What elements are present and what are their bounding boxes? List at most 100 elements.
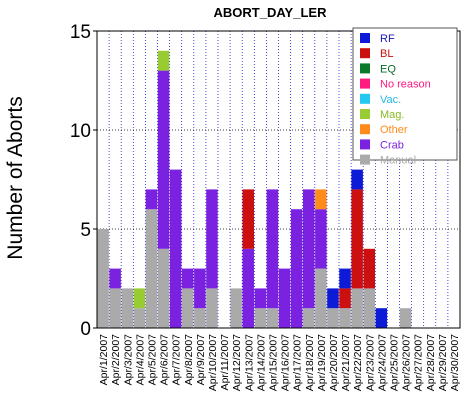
legend-swatch [360, 139, 370, 150]
x-tick-label: Apr/21/2007 [340, 334, 352, 391]
bar-mag [157, 50, 170, 71]
bar-crab [303, 189, 315, 309]
legend-label: BL [380, 48, 393, 60]
legend-swatch [360, 33, 370, 43]
bar-rf [351, 169, 363, 190]
bar-manual [363, 288, 375, 328]
y-tick-label: 10 [70, 121, 91, 142]
bar-bl [351, 189, 363, 289]
x-axis-ticks: Apr/1/2007 Apr/2/2007 Apr/3/2007 Apr/4/2007… [98, 334, 461, 391]
bar-crab [145, 189, 158, 210]
bar-manual [303, 308, 315, 328]
bar-manual [194, 308, 206, 328]
x-tick-label: Apr/28/2007 [425, 334, 437, 391]
bar-crab [254, 288, 267, 309]
bar-crab [278, 268, 291, 328]
x-tick-label: Apr/17/2007 [292, 334, 304, 391]
bar-crab [182, 268, 194, 289]
x-tick-label: Apr/4/2007 [134, 334, 146, 386]
legend-swatch [360, 93, 370, 104]
legend-label: EQ [380, 63, 396, 75]
bar-rf [375, 308, 388, 328]
legend-swatch [360, 78, 370, 89]
x-tick-label: Apr/12/2007 [231, 334, 243, 391]
bar-manual [206, 288, 218, 328]
x-tick-label: Apr/9/2007 [195, 334, 207, 386]
plot-frame [96, 30, 461, 329]
x-tick-label: Apr/1/2007 [98, 334, 110, 386]
y-tick-label: 0 [80, 319, 91, 340]
x-tick-label: Apr/15/2007 [267, 334, 279, 391]
bar-manual [266, 308, 279, 328]
grid-lines [96, 31, 461, 328]
bar-crab [290, 209, 303, 328]
x-tick-label: Apr/23/2007 [364, 334, 376, 391]
y-axis-label: Number of Aborts [4, 96, 27, 259]
y-tick-label: 5 [80, 220, 91, 241]
bar-manual [351, 288, 363, 328]
x-tick-label: Apr/5/2007 [146, 334, 158, 386]
bar-manual [145, 209, 158, 328]
x-tick-label: Apr/7/2007 [171, 334, 183, 386]
legend-label: No reason [380, 79, 431, 91]
bar-other [315, 189, 327, 210]
chart-title: ABORT_DAY_LER [214, 5, 328, 20]
legend-label: Vac. [380, 94, 401, 106]
bar-manual [109, 288, 121, 328]
legend-box [352, 27, 458, 161]
bar-mag [133, 288, 146, 309]
y-tick-label: 15 [70, 22, 91, 43]
x-tick-label: Apr/25/2007 [388, 334, 400, 391]
bar-manual [254, 308, 267, 328]
x-tick-label: Apr/13/2007 [243, 334, 255, 391]
x-tick-label: Apr/10/2007 [207, 334, 219, 391]
bar-crab [206, 189, 218, 289]
x-tick-label: Apr/26/2007 [401, 334, 413, 391]
legend-label: Other [380, 124, 408, 136]
bar-crab [194, 268, 206, 309]
bar-manual [133, 308, 146, 328]
bar-manual [230, 288, 242, 328]
legend-swatch [360, 109, 370, 119]
bar-bl [242, 189, 254, 249]
legend-swatch [360, 63, 370, 74]
x-tick-label: Apr/30/2007 [449, 334, 461, 391]
bar-stacks [97, 50, 412, 328]
x-tick-label: Apr/19/2007 [316, 334, 328, 391]
bar-manual [315, 268, 327, 328]
legend-label: Crab [380, 139, 404, 151]
bar-rf [327, 288, 339, 309]
bar-crab [157, 70, 170, 249]
bar-manual [157, 248, 170, 328]
bar-crab [266, 189, 279, 309]
x-tick-label: Apr/6/2007 [159, 334, 171, 386]
x-tick-label: Apr/16/2007 [280, 334, 292, 391]
bar-crab [109, 268, 121, 289]
x-tick-label: Apr/24/2007 [376, 334, 388, 391]
legend-label: Manual [380, 155, 416, 167]
x-tick-label: Apr/14/2007 [255, 334, 267, 391]
bar-manual [121, 288, 133, 328]
x-tick-label: Apr/11/2007 [219, 334, 231, 391]
legend-swatch [360, 48, 370, 59]
x-tick-label: Apr/29/2007 [437, 334, 449, 391]
legend-label: RF [380, 33, 395, 45]
legend: RF BL EQ No reason Vac. Mag. Other Crab Manual [352, 27, 458, 167]
x-tick-label: Apr/2/2007 [110, 334, 122, 386]
x-tick-label: Apr/20/2007 [328, 334, 340, 391]
bar-manual [182, 288, 194, 328]
bar-manual [97, 229, 109, 328]
bar-bl [363, 248, 375, 289]
x-tick-label: Apr/27/2007 [413, 334, 425, 391]
bar-manual [399, 308, 412, 328]
x-tick-label: Apr/8/2007 [183, 334, 195, 386]
legend-label: Mag. [380, 109, 404, 121]
bar-manual [327, 308, 339, 328]
x-tick-label: Apr/18/2007 [304, 334, 316, 391]
y-axis-ticks: 0 5 10 15 [70, 22, 97, 340]
x-tick-label: Apr/3/2007 [122, 334, 134, 386]
bar-crab [169, 169, 182, 328]
bar-bl [339, 288, 351, 309]
x-tick-label: Apr/22/2007 [352, 334, 364, 391]
